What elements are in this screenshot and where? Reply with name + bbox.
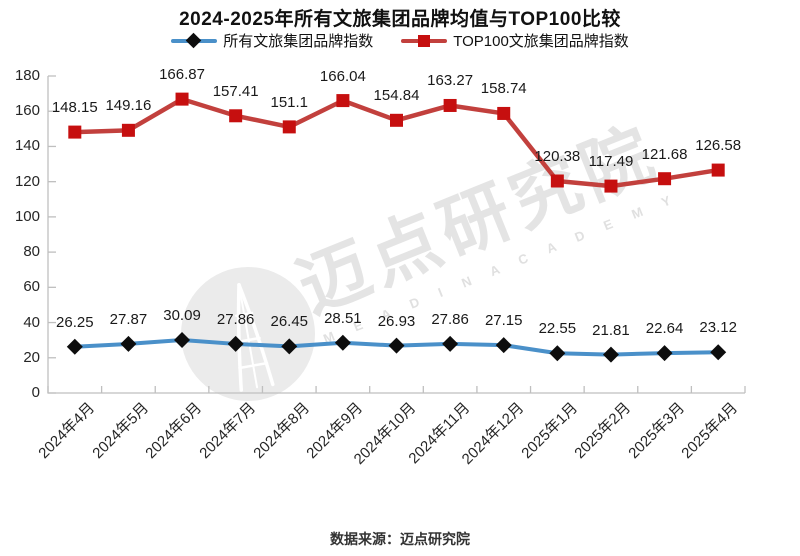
diamond-marker-icon xyxy=(281,338,298,355)
diamond-marker-icon xyxy=(120,335,137,352)
square-marker-icon xyxy=(121,123,135,137)
square-marker-icon xyxy=(550,174,564,188)
diamond-marker-icon xyxy=(602,346,619,363)
legend-item-all-groups: 所有文旅集团品牌指数 xyxy=(171,30,373,51)
data-point-label: 126.58 xyxy=(695,137,742,155)
data-point-label: 28.51 xyxy=(324,309,362,327)
data-point-label: 154.84 xyxy=(373,87,420,105)
y-axis-tick-label: 100 xyxy=(14,207,40,225)
y-axis-tick-label: 180 xyxy=(14,67,40,84)
data-point-label: 148.15 xyxy=(51,99,98,117)
y-axis-tick-label: 160 xyxy=(14,102,40,120)
diamond-marker-icon xyxy=(185,32,202,48)
diamond-marker-icon xyxy=(227,335,244,352)
legend-label: TOP100文旅集团品牌指数 xyxy=(453,33,629,50)
y-axis-tick-label: 20 xyxy=(23,348,40,366)
diamond-marker-icon xyxy=(66,338,83,355)
diamond-marker-icon xyxy=(656,345,673,362)
y-axis-tick-label: 60 xyxy=(23,278,40,296)
y-axis-tick-label: 40 xyxy=(23,313,40,331)
data-point-label: 157.41 xyxy=(212,82,259,100)
legend-item-top100: TOP100文旅集团品牌指数 xyxy=(401,30,629,51)
data-point-label: 21.81 xyxy=(592,321,630,339)
legend: 所有文旅集团品牌指数 TOP100文旅集团品牌指数 xyxy=(0,30,800,51)
diamond-marker-icon xyxy=(710,344,727,361)
diamond-marker-icon xyxy=(334,334,351,351)
y-axis-tick-label: 120 xyxy=(14,172,40,190)
square-marker-icon xyxy=(604,179,618,193)
square-marker-icon xyxy=(418,34,431,47)
data-point-label: 117.49 xyxy=(588,153,634,171)
data-point-label: 26.93 xyxy=(377,312,416,330)
data-point-label: 151.1 xyxy=(270,93,309,111)
data-point-label: 22.55 xyxy=(538,320,577,338)
data-point-label: 22.64 xyxy=(645,320,684,338)
y-axis-tick-label: 140 xyxy=(14,137,40,155)
diamond-marker-icon xyxy=(495,337,512,354)
square-series-sample xyxy=(401,33,448,49)
data-point-label: 149.16 xyxy=(105,97,152,115)
y-axis-tick-label: 0 xyxy=(31,384,40,401)
chart-title: 2024-2025年所有文旅集团品牌均值与TOP100比较 xyxy=(179,9,621,30)
data-point-label: 27.15 xyxy=(484,312,523,330)
square-marker-icon xyxy=(390,113,403,127)
square-marker-icon xyxy=(229,109,243,123)
legend-label: 所有文旅集团品牌指数 xyxy=(223,33,374,50)
data-point-label: 27.86 xyxy=(431,310,469,328)
square-marker-icon xyxy=(68,125,82,139)
square-marker-icon xyxy=(443,98,457,112)
data-point-label: 163.27 xyxy=(427,72,474,90)
data-point-label: 120.38 xyxy=(534,147,581,165)
square-marker-icon xyxy=(282,120,296,134)
diamond-marker-icon xyxy=(174,332,191,349)
data-point-label: 166.87 xyxy=(159,66,205,84)
y-axis-tick-label: 80 xyxy=(23,243,40,261)
data-point-label: 23.12 xyxy=(699,319,737,337)
square-marker-icon xyxy=(336,94,350,108)
diamond-marker-icon xyxy=(442,335,459,352)
square-marker-icon xyxy=(711,163,725,177)
square-marker-icon xyxy=(658,172,672,186)
data-point-label: 27.87 xyxy=(109,310,148,328)
source-note: 数据来源：迈点研究院 xyxy=(330,531,470,547)
diamond-marker-icon xyxy=(388,337,405,354)
data-point-label: 26.25 xyxy=(56,313,94,331)
data-point-label: 121.68 xyxy=(641,145,688,163)
data-point-label: 158.74 xyxy=(480,80,527,98)
square-marker-icon xyxy=(175,92,189,106)
diamond-series-sample xyxy=(171,32,218,49)
diamond-marker-icon xyxy=(549,345,566,362)
square-marker-icon xyxy=(497,106,511,120)
data-point-label: 166.04 xyxy=(319,67,366,85)
